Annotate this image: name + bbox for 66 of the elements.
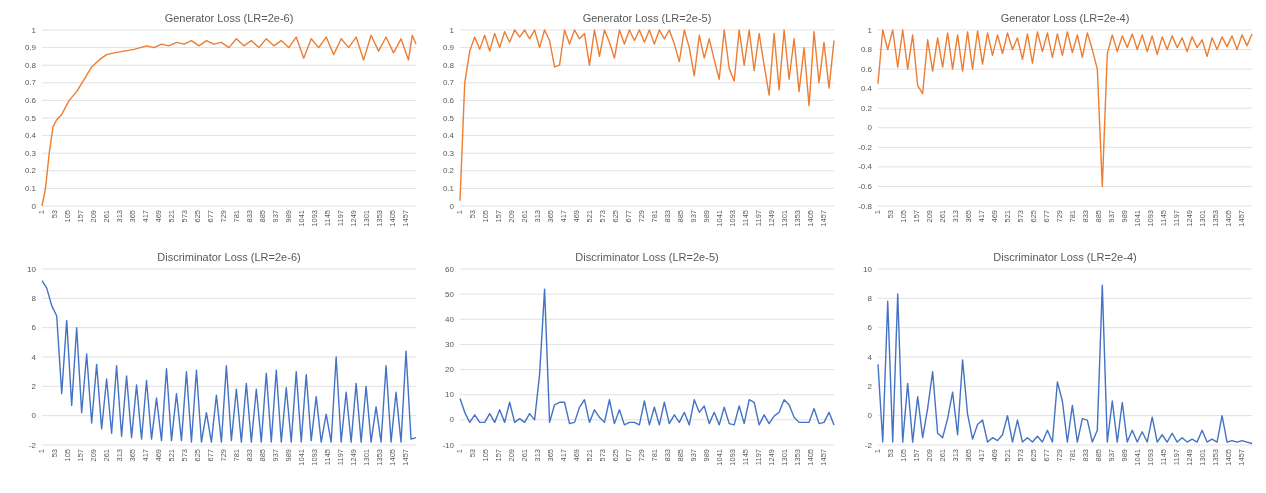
y-tick-label: 0.7 xyxy=(24,78,37,88)
y-tick-label: 0 xyxy=(867,123,873,133)
y-tick-label: -2 xyxy=(28,440,37,450)
y-tick-label: 0 xyxy=(449,201,455,211)
y-tick-label: 10 xyxy=(445,390,455,400)
y-tick-label: 0.5 xyxy=(442,113,455,123)
y-tick-label: 0.9 xyxy=(24,43,37,53)
y-tick-label: 20 xyxy=(445,365,455,375)
y-tick-label: 6 xyxy=(867,323,873,333)
y-tick-label: 2 xyxy=(31,381,37,391)
y-tick-label: 0.2 xyxy=(24,166,37,176)
y-tick-label: 0.8 xyxy=(442,60,455,70)
y-tick-label: 0.6 xyxy=(442,95,455,105)
y-tick-label: 1 xyxy=(867,25,873,35)
chart-title: Generator Loss (LR=2e-6) xyxy=(164,12,294,24)
y-tick-label: 0.1 xyxy=(24,183,37,193)
line-series xyxy=(877,29,1253,188)
line-series xyxy=(41,280,417,443)
y-tick-label: 0.6 xyxy=(24,95,37,105)
y-tick-label: 0.4 xyxy=(860,84,873,94)
chart-title: Discriminator Loss (LR=2e-5) xyxy=(575,251,719,263)
y-tick-label: 0.9 xyxy=(442,43,455,53)
chart-title: Generator Loss (LR=2e-4) xyxy=(1000,12,1130,24)
y-tick-label: 0.3 xyxy=(442,148,455,158)
y-tick-label: 1 xyxy=(31,25,37,35)
y-tick-label: 0.8 xyxy=(860,45,873,55)
y-tick-label: -0.8 xyxy=(858,201,873,211)
y-tick-label: 8 xyxy=(867,293,873,303)
y-tick-label: 0.3 xyxy=(24,148,37,158)
y-tick-label: 0.2 xyxy=(860,103,873,113)
chart-title: Discriminator Loss (LR=2e-6) xyxy=(157,251,301,263)
y-tick-label: 4 xyxy=(867,352,873,362)
y-tick-label: -0.6 xyxy=(858,182,873,191)
y-tick-label: 0.6 xyxy=(860,64,873,74)
y-tick-label: 0.7 xyxy=(442,78,455,88)
y-tick-label: 10 xyxy=(863,264,873,274)
y-tick-label: -0.4 xyxy=(858,162,873,172)
y-tick-label: 0.1 xyxy=(442,183,455,193)
line-series xyxy=(41,34,417,207)
y-tick-label: 0 xyxy=(31,411,37,421)
y-tick-label: 0.2 xyxy=(442,166,455,176)
line-series xyxy=(459,288,835,426)
line-series xyxy=(459,29,835,202)
chart-title: Generator Loss (LR=2e-5) xyxy=(582,12,712,24)
y-tick-label: 1 xyxy=(449,25,455,35)
y-tick-label: 30 xyxy=(445,339,455,349)
y-tick-label: 0.8 xyxy=(24,60,37,70)
line-series xyxy=(877,284,1253,445)
y-tick-label: 0 xyxy=(449,415,455,425)
y-tick-label: 4 xyxy=(31,352,37,362)
y-tick-label: 0.5 xyxy=(24,113,37,123)
y-tick-label: 2 xyxy=(867,381,873,391)
chart-title: Discriminator Loss (LR=2e-4) xyxy=(993,251,1137,263)
y-tick-label: 0.4 xyxy=(24,131,37,141)
y-tick-label: 6 xyxy=(31,323,37,333)
y-tick-label: 0 xyxy=(31,201,37,211)
y-tick-label: 0 xyxy=(867,411,873,421)
y-tick-label: -2 xyxy=(864,440,873,450)
y-tick-label: 8 xyxy=(31,293,37,303)
y-tick-label: -0.2 xyxy=(858,142,873,152)
y-tick-label: 10 xyxy=(27,264,37,274)
y-tick-label: -10 xyxy=(442,440,455,450)
y-tick-label: 0.4 xyxy=(442,131,455,141)
y-tick-label: 60 xyxy=(445,264,455,274)
y-tick-label: 50 xyxy=(445,289,455,299)
y-tick-label: 40 xyxy=(445,314,455,324)
